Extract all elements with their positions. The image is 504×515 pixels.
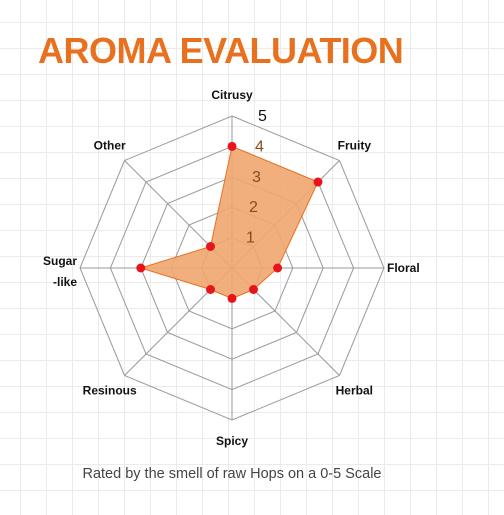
chart-caption: Rated by the smell of raw Hops on a 0-5 … [82,466,382,482]
axis-label: Other [94,139,126,153]
data-point [273,263,283,273]
chart-title: AROMA EVALUATION [38,30,404,71]
axis-label: Floral [387,261,420,275]
tick-label: 3 [252,169,261,186]
data-point [227,141,237,151]
axis-label: Fruity [338,139,372,153]
data-point [248,284,258,294]
axis-labels: Citrusy Fruity Floral Herbal Spicy Resinous Su… [43,88,420,448]
axis-label: Resinous [83,383,137,397]
tick-label: 5 [258,108,267,125]
data-point [136,263,146,273]
tick-label: 4 [255,138,264,155]
data-point [206,242,216,252]
data-area [139,145,319,299]
data-point [206,284,216,294]
tick-label: 1 [246,230,255,247]
axis-label: Citrusy [211,88,253,102]
tick-labels: 1 2 3 4 5 [246,108,267,247]
data-point [227,293,237,303]
data-point [313,177,323,187]
data-points [136,141,323,303]
tick-label: 2 [249,199,258,216]
axis-label: Spicy [216,434,248,448]
axis-label: Sugar -like [43,254,77,289]
axis-label: Herbal [336,383,373,397]
